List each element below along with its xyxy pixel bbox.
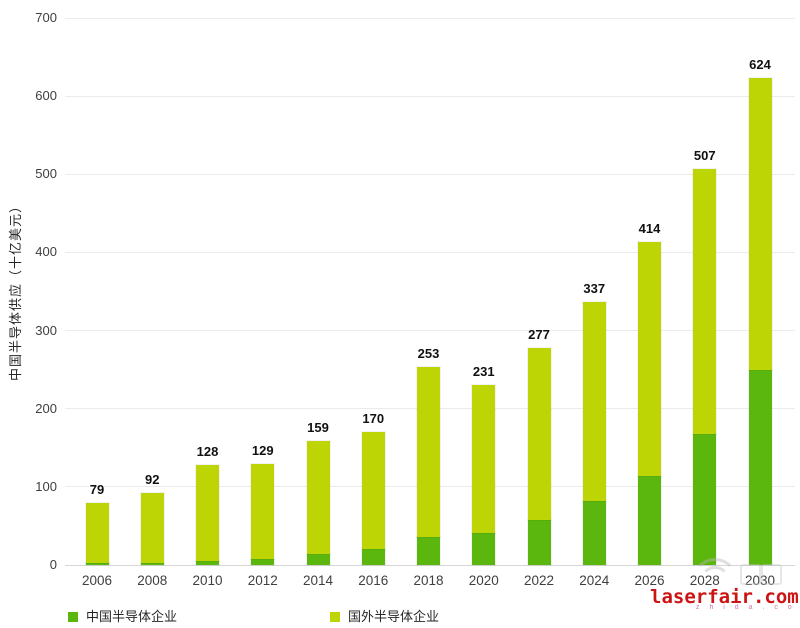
bar-2010-china-segment [196,561,219,565]
y-axis-tick-label: 700 [35,10,57,25]
legend-label-china: 中国半导体企业 [86,609,178,624]
legend-label-foreign: 国外半导体企业 [348,609,440,624]
bar-2014-foreign-segment [306,441,330,554]
bar-2016-foreign-segment [361,432,385,549]
bar-2028-total-label: 507 [693,148,716,163]
x-axis-tick-label-2008: 2008 [137,573,168,588]
legend-swatch-china [68,612,78,622]
legend-swatch-foreign [330,612,340,622]
legend-item-foreign: 国外半导体企业 [330,610,439,624]
legend-item-china: 中国半导体企业 [68,610,177,624]
x-axis-tick-label-2006: 2006 [81,573,113,588]
bar-2030-total-label: 624 [749,57,771,72]
bar-2026-total-label: 414 [638,221,661,236]
bar-2012-china-segment [251,559,275,565]
watermark-text: laserfair.com [650,586,799,608]
bar-2024-foreign-segment [582,302,606,501]
y-axis-tick-label: 400 [35,244,57,260]
watermark-subtext: z h i d a . c o m [696,604,800,611]
x-axis-tick-label-2020: 2020 [468,573,499,588]
bar-2016-total-label: 170 [362,411,385,426]
bar-2030-china-segment [748,370,772,565]
bar-2028-china-segment [693,434,717,565]
bar-2020-china-segment [472,533,496,565]
bar-2018-foreign-segment [417,367,440,537]
bar-2022-total-label: 277 [528,327,550,342]
y-axis-tick-label: 500 [35,166,57,182]
y-axis-tick-label: 600 [35,88,57,104]
bar-2022-foreign-segment [527,348,551,520]
bar-2024-china-segment [582,501,606,565]
bar-2020-total-label: 231 [472,364,495,379]
bar-2022-china-segment [527,520,551,565]
x-axis-tick-label-2026: 2026 [634,573,665,588]
bar-2010-total-label: 128 [196,444,219,459]
gridline-700 [65,17,795,19]
x-axis-tick-label-2018: 2018 [413,573,444,588]
gridline-0 [65,564,795,566]
bar-2018-china-segment [417,537,440,565]
gridline-300 [65,330,795,332]
y-axis-tick-label: 0 [49,557,57,572]
bar-2006-china-segment [85,563,109,565]
x-axis-tick-label-2016: 2016 [358,573,389,588]
bar-2008-china-segment [140,563,164,565]
x-axis-tick-label-2030: 2030 [744,573,776,588]
bar-2012-total-label: 129 [251,443,274,458]
bar-2006-total-label: 79 [89,482,105,497]
bar-2012-foreign-segment [251,464,275,559]
bar-2018-total-label: 253 [417,346,440,361]
gridline-400 [65,251,795,253]
x-axis-tick-label-2028: 2028 [689,573,720,588]
bar-2014-total-label: 159 [307,420,329,435]
y-axis-tick-label: 300 [35,322,57,338]
y-axis-tick-label: 100 [35,478,57,494]
gridline-600 [65,95,795,97]
bar-2010-foreign-segment [196,465,219,561]
bar-2024-total-label: 337 [583,281,606,296]
bar-2026-china-segment [638,476,661,565]
x-axis-tick-label-2012: 2012 [247,573,278,588]
bar-2028-foreign-segment [693,169,717,434]
gridline-500 [65,173,795,175]
bar-2014-china-segment [306,554,330,565]
x-axis-tick-label-2024: 2024 [579,573,610,588]
x-axis-tick-label-2022: 2022 [523,573,555,588]
y-axis-title: 中国半导体供应（十亿美元） [8,199,23,382]
bar-2020-foreign-segment [472,385,496,533]
bar-2008-foreign-segment [140,493,164,563]
bar-2008-total-label: 92 [145,472,160,487]
bar-2006-foreign-segment [85,503,109,563]
bar-2026-foreign-segment [638,242,661,476]
x-axis-tick-label-2014: 2014 [302,573,334,588]
x-axis-tick-label-2010: 2010 [192,573,223,588]
y-axis-tick-label: 200 [35,400,57,416]
bar-2016-china-segment [361,549,385,565]
bar-2030-foreign-segment [748,78,772,370]
